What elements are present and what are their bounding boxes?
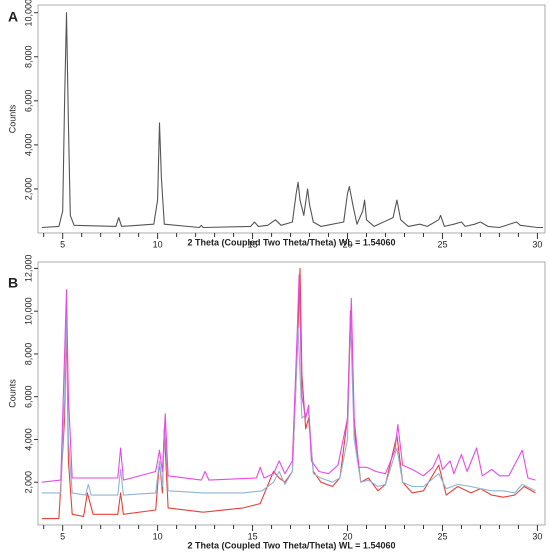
x-tick-label: 30 [532,239,542,249]
x-tick-label: 10 [153,239,163,249]
x-tick-label: 15 [248,239,258,249]
x-tick-label: 5 [60,531,65,541]
y-axis-label: Counts [7,104,17,133]
x-tick-label: 30 [532,531,542,541]
y-tick-label: 10,000 [23,297,33,325]
panel-label: B [8,275,18,291]
x-tick-label: 20 [343,531,353,541]
x-tick-label: 5 [60,239,65,249]
y-tick-label: 8,000 [23,343,33,366]
y-tick-label: 8,000 [23,46,33,69]
y-tick-label: 6,000 [23,385,33,408]
x-axis-label: 2 Theta (Coupled Two Theta/Theta) WL = 1… [188,237,396,247]
y-tick-label: 10,000 [23,0,33,26]
x-tick-label: 20 [343,239,353,249]
y-tick-label: 12,000 [23,255,33,283]
y-tick-label: 4,000 [23,134,33,157]
data-line [41,274,536,483]
panel-label: A [8,9,18,25]
y-axis-label: Counts [7,379,17,408]
plot-frame [37,4,546,234]
x-tick-label: 25 [437,531,447,541]
y-tick-label: 2,000 [23,178,33,201]
x-tick-label: 10 [153,531,163,541]
x-tick-label: 25 [437,239,447,249]
x-tick-label: 15 [248,531,258,541]
y-tick-label: 4,000 [23,428,33,451]
y-tick-label: 6,000 [23,90,33,113]
data-line [41,267,536,520]
data-line [41,12,544,229]
plot-frame [37,261,546,526]
y-tick-label: 2,000 [23,471,33,494]
x-axis-label: 2 Theta (Coupled Two Theta/Theta) WL = 1… [188,540,396,550]
